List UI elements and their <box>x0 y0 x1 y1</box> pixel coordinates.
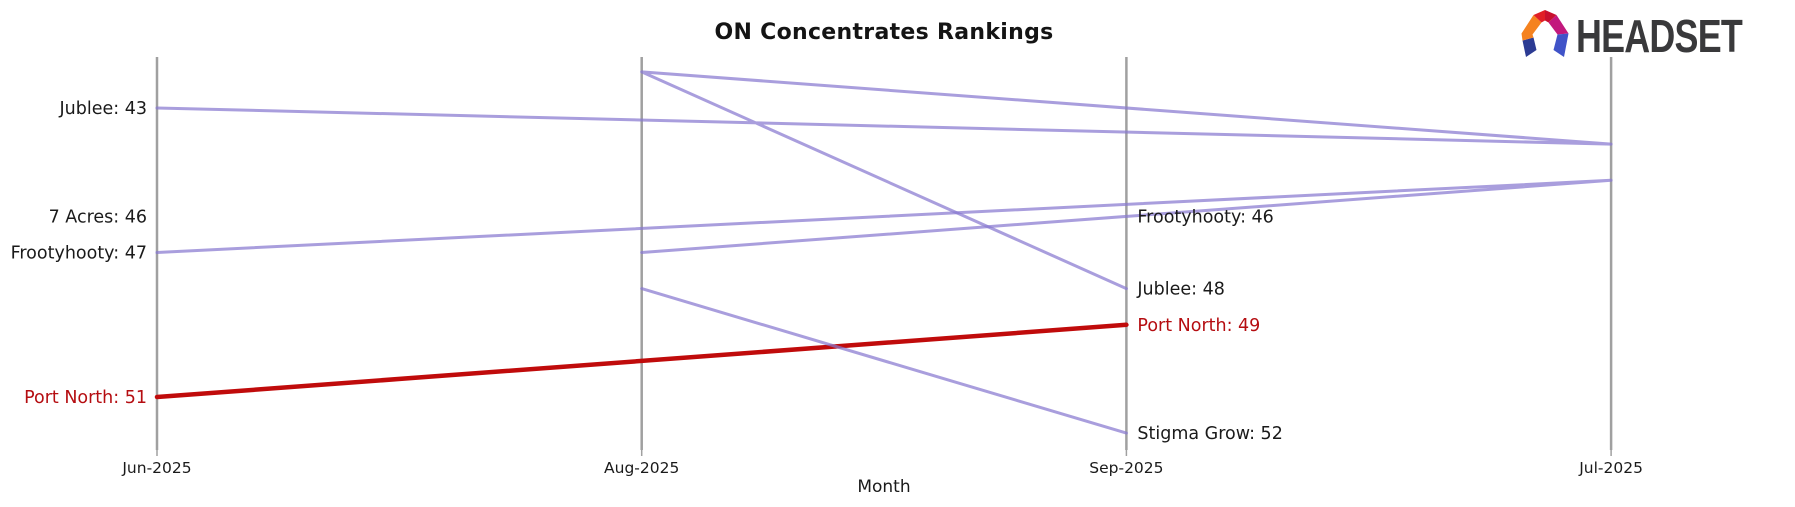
headset-logo-mark-icon <box>1521 10 1569 57</box>
series-line-port-north <box>154 322 1129 400</box>
x-tick-label: Jun-2025 <box>121 459 191 477</box>
series-label-left: Frootyhooty: 47 <box>11 244 147 264</box>
x-tick-label: Aug-2025 <box>604 459 679 477</box>
x-tick-label: Sep-2025 <box>1089 459 1163 477</box>
series-label-left: Jublee: 43 <box>59 99 147 119</box>
series-label-right: Stigma Grow: 52 <box>1137 424 1282 444</box>
series-label-right: Frootyhooty: 46 <box>1137 207 1273 227</box>
x-axis-title: Month <box>857 477 911 497</box>
series-line-jublee <box>155 70 1613 291</box>
series-label-left: Port North: 51 <box>24 388 147 408</box>
series-label-right: Port North: 49 <box>1137 316 1260 336</box>
x-tick-label: Jul-2025 <box>1578 459 1643 477</box>
series-label-left: 7 Acres: 46 <box>49 207 147 227</box>
chart-title: ON Concentrates Rankings <box>714 20 1054 45</box>
headset-logo: HEADSET <box>1520 8 1789 64</box>
series-label-right: Jublee: 48 <box>1136 280 1224 300</box>
series-line-stigma-grow <box>640 287 1128 435</box>
headset-logo-text: HEADSET <box>1576 10 1743 62</box>
series-line-frootyhooty <box>155 178 1613 254</box>
